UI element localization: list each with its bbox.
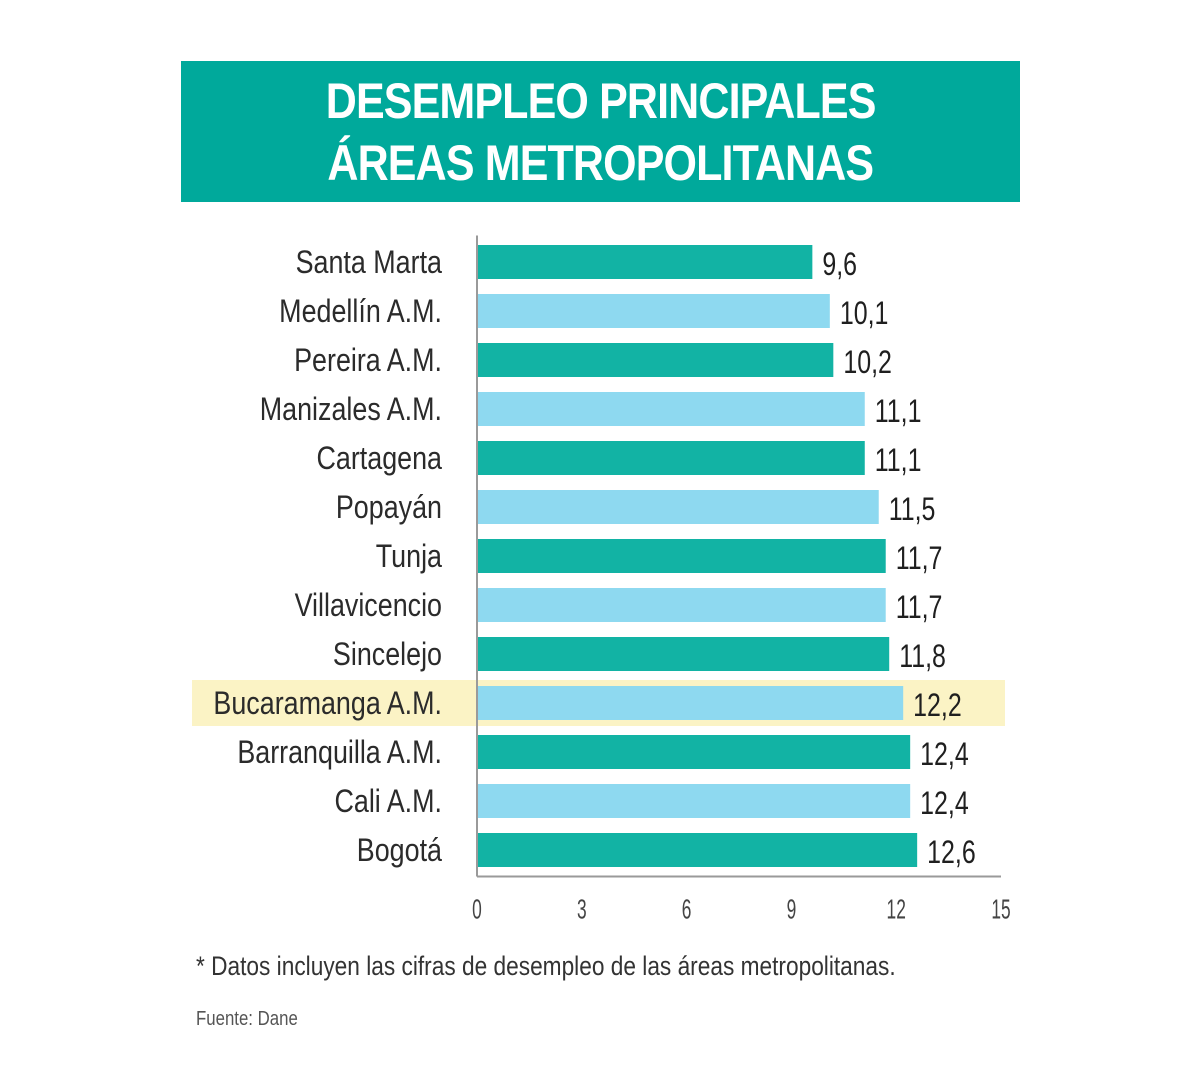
category-label: Cartagena [316, 441, 442, 477]
value-label: 12,4 [920, 737, 969, 773]
category-label: Bucaramanga A.M. [213, 686, 442, 722]
category-label: Pereira A.M. [294, 343, 442, 379]
x-tick-label: 15 [991, 893, 1010, 924]
bar [477, 245, 813, 279]
value-label: 11,7 [896, 541, 943, 577]
category-label: Sincelejo [333, 637, 442, 673]
chart-title-line-1: DESEMPLEO PRINCIPALES [325, 72, 877, 129]
bar [477, 588, 886, 622]
bar [477, 539, 886, 573]
x-tick-label: 9 [787, 893, 797, 924]
bar [477, 735, 911, 769]
bar [477, 392, 865, 426]
bar [477, 686, 904, 720]
footnote: * Datos incluyen las cifras de desempleo… [196, 951, 896, 981]
value-label: 11,5 [889, 492, 936, 528]
bar [477, 343, 834, 377]
x-tick-label: 12 [887, 893, 906, 924]
category-label: Bogotá [357, 833, 443, 869]
x-tick-label: 6 [682, 893, 692, 924]
value-label: 10,1 [840, 296, 889, 332]
bar [477, 833, 918, 867]
category-label: Cali A.M. [334, 784, 442, 820]
category-label: Manizales A.M. [260, 392, 442, 428]
x-tick-label: 3 [577, 893, 587, 924]
value-label: 10,2 [843, 345, 892, 381]
value-label: 11,1 [875, 394, 922, 430]
chart-title-banner: DESEMPLEO PRINCIPALES ÁREAS METROPOLITAN… [181, 61, 1020, 202]
bar [477, 784, 911, 818]
value-label: 11,8 [899, 639, 946, 675]
bar [477, 637, 890, 671]
value-label: 9,6 [822, 247, 857, 283]
value-label: 12,6 [927, 835, 976, 871]
value-label: 11,1 [875, 443, 922, 479]
category-label: Popayán [336, 490, 442, 526]
bar [477, 294, 830, 328]
value-label: 12,2 [913, 688, 962, 724]
category-label: Tunja [376, 539, 443, 575]
bar [477, 490, 879, 524]
x-tick-label: 0 [472, 893, 482, 924]
bar [477, 441, 865, 475]
category-label: Santa Marta [296, 245, 443, 281]
source-note: Fuente: Dane [196, 1008, 298, 1030]
category-label: Barranquilla A.M. [237, 735, 442, 771]
value-label: 11,7 [896, 590, 943, 626]
category-label: Villavicencio [295, 588, 442, 624]
category-label: Medellín A.M. [279, 294, 442, 330]
value-label: 12,4 [920, 786, 969, 822]
chart-title-line-2: ÁREAS METROPOLITANAS [327, 134, 875, 191]
